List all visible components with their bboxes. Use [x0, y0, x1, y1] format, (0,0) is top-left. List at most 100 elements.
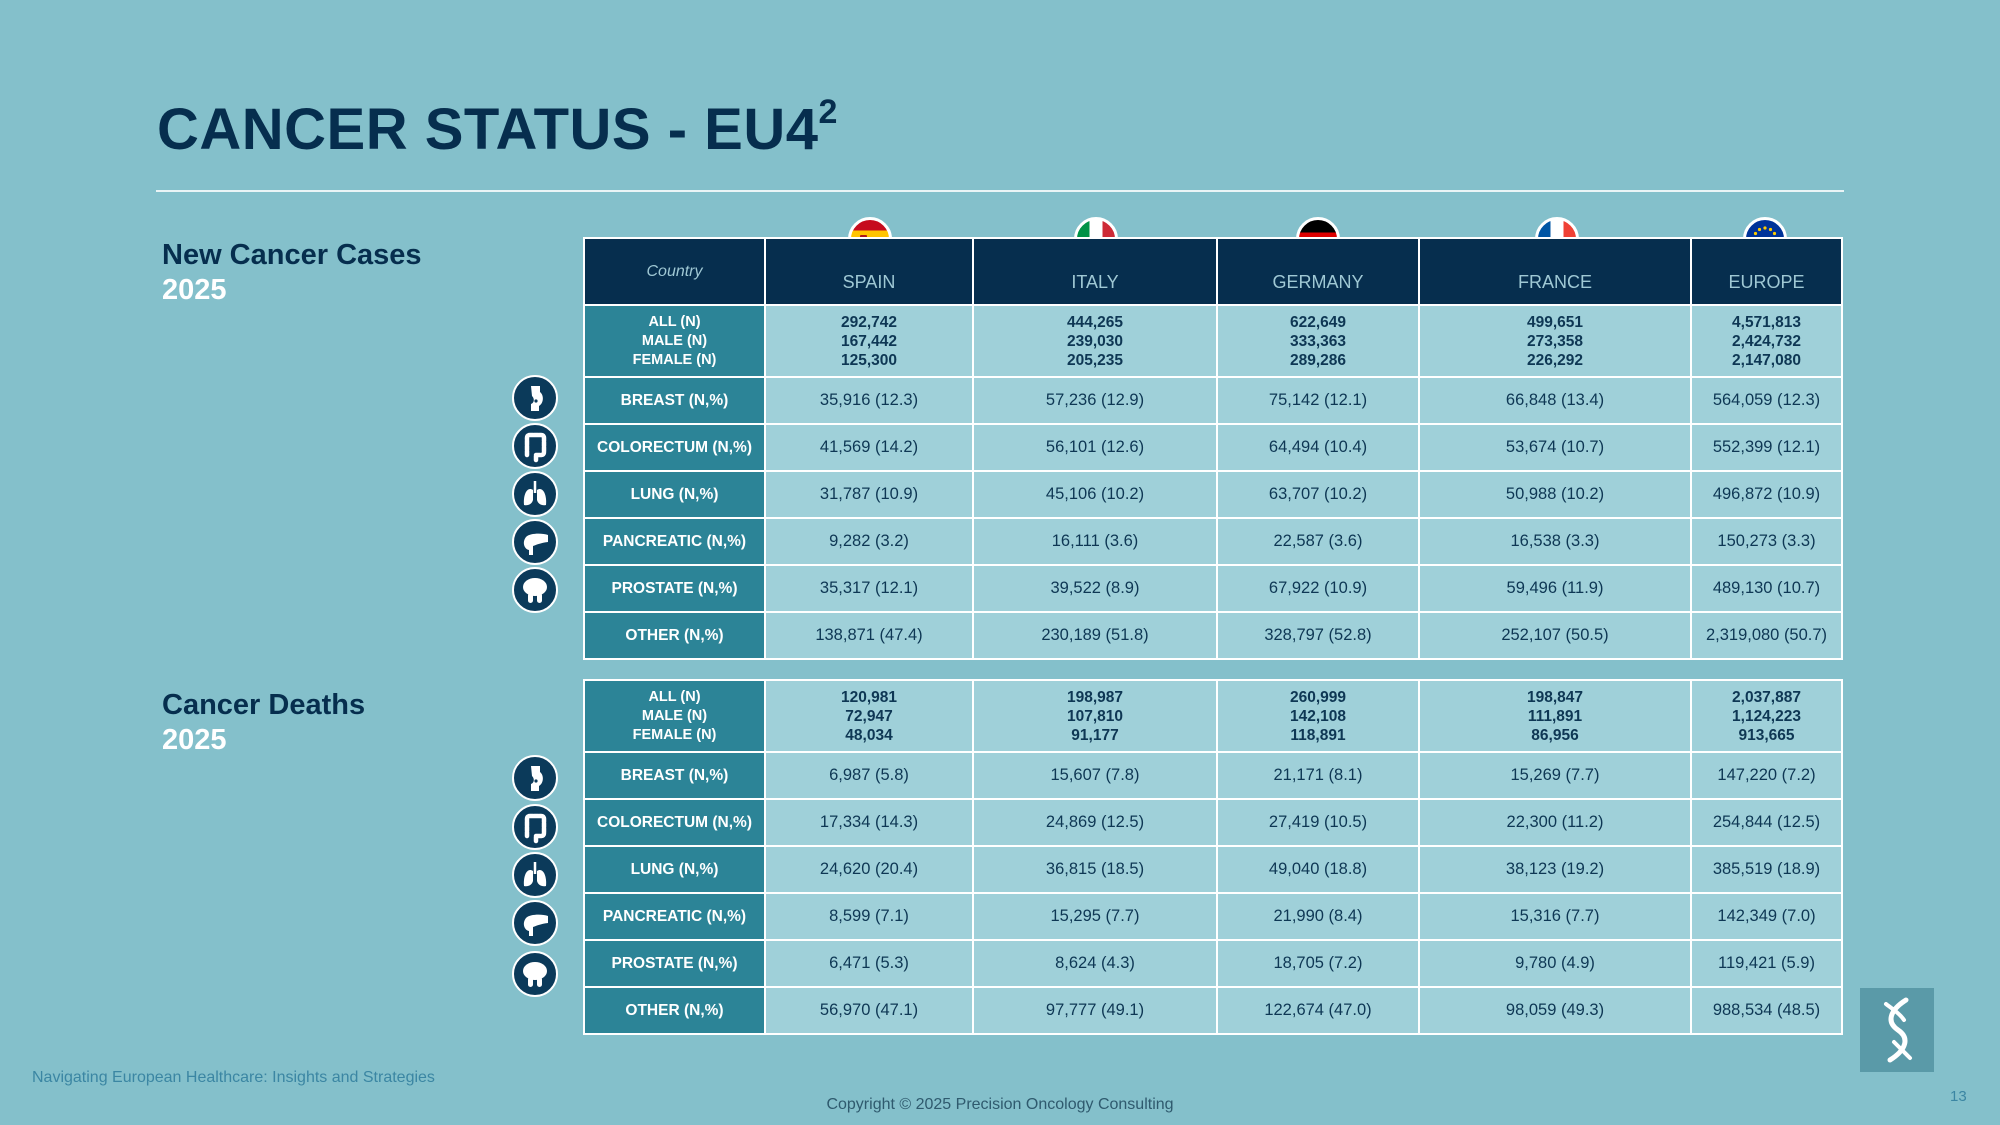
table-cell: 552,399 (12.1) — [1690, 423, 1843, 472]
cell-value: 2,424,732 — [1732, 332, 1801, 350]
cell-value: 2,147,080 — [1732, 351, 1801, 369]
table-cell: 39,522 (8.9) — [972, 564, 1218, 613]
colon-icon — [512, 804, 558, 850]
colon-icon — [512, 423, 558, 469]
deaths-label: Cancer Deaths 2025 — [162, 688, 365, 758]
table-cell: 489,130 (10.7) — [1690, 564, 1843, 613]
cell-value: 226,292 — [1526, 351, 1584, 369]
column-header-germany: GERMANY — [1216, 237, 1420, 306]
cell-value: 125,300 — [840, 351, 898, 369]
cell-value: 205,235 — [1066, 351, 1124, 369]
table-cell: 496,872 (10.9) — [1690, 470, 1843, 519]
row-label-text: ALL (N) — [648, 688, 701, 705]
table-cell: 64,494 (10.4) — [1216, 423, 1420, 472]
table-cell: 56,970 (47.1) — [764, 986, 974, 1035]
column-header-label: SPAIN — [842, 272, 896, 292]
cases-pancreatic-row: PANCREATIC (N,%) 9,282 (3.2) 16,111 (3.6… — [583, 517, 1843, 566]
table-cell: 24,869 (12.5) — [972, 798, 1218, 847]
column-header-spain: SPAIN — [764, 237, 974, 306]
row-label-breast: BREAST (N,%) — [583, 376, 766, 425]
table-cell: 50,988 (10.2) — [1418, 470, 1692, 519]
table-cell: 988,534 (48.5) — [1690, 986, 1843, 1035]
prostate-icon — [512, 567, 558, 613]
cases-other-row: OTHER (N,%) 138,871 (47.4) 230,189 (51.8… — [583, 611, 1843, 660]
table-cell: 499,651 273,358 226,292 — [1418, 304, 1692, 378]
table-cell: 24,620 (20.4) — [764, 845, 974, 894]
row-label-other: OTHER (N,%) — [583, 611, 766, 660]
new-cases-year: 2025 — [162, 274, 227, 306]
column-header-europe: EUROPE — [1690, 237, 1843, 306]
table-cell: 444,265 239,030 205,235 — [972, 304, 1218, 378]
table-cell: 6,987 (5.8) — [764, 751, 974, 800]
cell-value: 273,358 — [1526, 332, 1584, 350]
cell-value: 2,037,887 — [1732, 688, 1801, 706]
table-cell: 147,220 (7.2) — [1690, 751, 1843, 800]
table-cell: 17,334 (14.3) — [764, 798, 974, 847]
cell-value: 91,177 — [1071, 726, 1119, 744]
cell-value: 444,265 — [1066, 313, 1124, 331]
table-cell: 21,171 (8.1) — [1216, 751, 1420, 800]
table-cell: 328,797 (52.8) — [1216, 611, 1420, 660]
deaths-pancreatic-row: PANCREATIC (N,%) 8,599 (7.1) 15,295 (7.7… — [583, 892, 1843, 941]
row-label-breast: BREAST (N,%) — [583, 751, 766, 800]
cell-value: 198,987 — [1066, 688, 1124, 706]
table-cell: 63,707 (10.2) — [1216, 470, 1420, 519]
copyright-notice: Copyright © 2025 Precision Oncology Cons… — [826, 1096, 1174, 1113]
row-label-text: ALL (N) — [648, 313, 701, 330]
table-cell: 254,844 (12.5) — [1690, 798, 1843, 847]
prostate-icon — [512, 951, 558, 997]
cases-colorectum-row: COLORECTUM (N,%) 41,569 (14.2) 56,101 (1… — [583, 423, 1843, 472]
table-cell: 138,871 (47.4) — [764, 611, 974, 660]
table-cell: 9,282 (3.2) — [764, 517, 974, 566]
cancer-deaths-table: ALL (N) MALE (N) FEMALE (N) 120,981 72,94… — [583, 679, 1843, 1035]
cell-value: 260,999 — [1289, 688, 1347, 706]
cell-value: 111,891 — [1527, 707, 1583, 725]
cell-value: 142,108 — [1289, 707, 1347, 725]
row-label-all: ALL (N) MALE (N) FEMALE (N) — [583, 679, 766, 753]
table-cell: 252,107 (50.5) — [1418, 611, 1692, 660]
cell-value: 333,363 — [1289, 332, 1347, 350]
table-cell: 75,142 (12.1) — [1216, 376, 1420, 425]
cell-value: 107,810 — [1066, 707, 1124, 725]
deaths-breast-row: BREAST (N,%) 6,987 (5.8) 15,607 (7.8) 21… — [583, 751, 1843, 800]
row-label-colorectum: COLORECTUM (N,%) — [583, 798, 766, 847]
table-cell: 18,705 (7.2) — [1216, 939, 1420, 988]
row-label-lung: LUNG (N,%) — [583, 845, 766, 894]
pancreas-icon — [512, 900, 558, 946]
cell-value: 72,947 — [845, 707, 893, 725]
column-header-label: ITALY — [1071, 272, 1119, 292]
cell-value: 167,442 — [840, 332, 898, 350]
row-label-prostate: PROSTATE (N,%) — [583, 939, 766, 988]
page-number: 13 — [1950, 1088, 1967, 1105]
deaths-prostate-row: PROSTATE (N,%) 6,471 (5.3) 8,624 (4.3) 1… — [583, 939, 1843, 988]
row-label-text: MALE (N) — [641, 332, 708, 349]
table-cell: 198,987 107,810 91,177 — [972, 679, 1218, 753]
table-cell: 622,649 333,363 289,286 — [1216, 304, 1420, 378]
table-cell: 564,059 (12.3) — [1690, 376, 1843, 425]
row-label-colorectum: COLORECTUM (N,%) — [583, 423, 766, 472]
cell-value: 289,286 — [1289, 351, 1347, 369]
table-cell: 292,742 167,442 125,300 — [764, 304, 974, 378]
cell-value: 48,034 — [845, 726, 893, 744]
cell-value: 622,649 — [1289, 313, 1347, 331]
cell-value: 198,847 — [1526, 688, 1584, 706]
footer-subtitle: Navigating European Healthcare: Insights… — [32, 1069, 435, 1086]
cases-prostate-row: PROSTATE (N,%) 35,317 (12.1) 39,522 (8.9… — [583, 564, 1843, 613]
table-cell: 2,319,080 (50.7) — [1690, 611, 1843, 660]
column-header-label: EUROPE — [1728, 272, 1805, 292]
row-label-text: FEMALE (N) — [632, 726, 717, 743]
new-cases-table: Country SPAIN ITALY GERMANY FRANCE EUROP… — [583, 237, 1843, 660]
row-label-other: OTHER (N,%) — [583, 986, 766, 1035]
table-cell: 98,059 (49.3) — [1418, 986, 1692, 1035]
column-header-france: FRANCE — [1418, 237, 1692, 306]
table-cell: 49,040 (18.8) — [1216, 845, 1420, 894]
table-cell: 53,674 (10.7) — [1418, 423, 1692, 472]
cases-lung-row: LUNG (N,%) 31,787 (10.9) 45,106 (10.2) 6… — [583, 470, 1843, 519]
table-cell: 150,273 (3.3) — [1690, 517, 1843, 566]
pancreas-icon — [512, 519, 558, 565]
table-cell: 22,300 (11.2) — [1418, 798, 1692, 847]
table-cell: 120,981 72,947 48,034 — [764, 679, 974, 753]
column-header-italy: ITALY — [972, 237, 1218, 306]
deaths-lung-row: LUNG (N,%) 24,620 (20.4) 36,815 (18.5) 4… — [583, 845, 1843, 894]
table-cell: 4,571,813 2,424,732 2,147,080 — [1690, 304, 1843, 378]
